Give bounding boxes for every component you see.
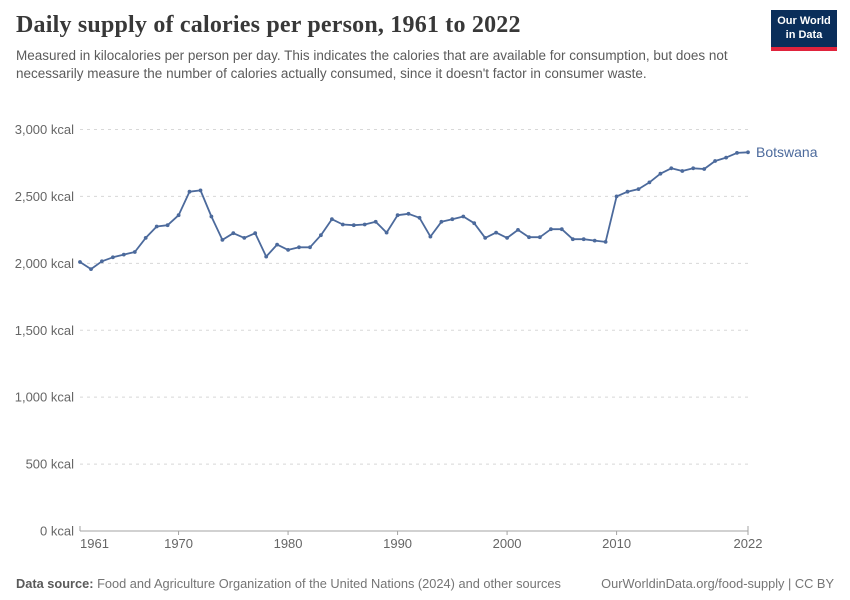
- data-point[interactable]: [154, 224, 159, 229]
- data-point[interactable]: [176, 213, 181, 218]
- y-tick-label: 2,000 kcal: [15, 256, 74, 271]
- data-point[interactable]: [625, 189, 630, 194]
- data-point[interactable]: [253, 231, 258, 236]
- data-point[interactable]: [351, 223, 356, 228]
- data-point[interactable]: [198, 188, 203, 193]
- data-point[interactable]: [362, 222, 367, 227]
- data-source-label: Data source:: [16, 576, 94, 591]
- data-point[interactable]: [384, 230, 389, 235]
- data-point[interactable]: [746, 150, 750, 155]
- data-point[interactable]: [527, 235, 531, 240]
- data-point[interactable]: [89, 267, 93, 271]
- data-point[interactable]: [472, 221, 477, 226]
- data-source-note: Data source: Food and Agriculture Organi…: [16, 576, 561, 591]
- y-tick-label: 3,000 kcal: [15, 122, 74, 137]
- data-point[interactable]: [647, 180, 652, 185]
- data-point[interactable]: [231, 231, 236, 236]
- x-tick-label: 1980: [274, 536, 303, 551]
- owid-logo-line2: in Data: [785, 28, 823, 41]
- data-point[interactable]: [461, 214, 466, 219]
- owid-logo-line1: Our World: [777, 15, 831, 27]
- series-label-botswana[interactable]: Botswana: [756, 144, 818, 160]
- y-tick-label: 1,000 kcal: [15, 390, 74, 405]
- data-point[interactable]: [111, 255, 115, 260]
- x-tick-label: 1961: [80, 536, 109, 551]
- data-point[interactable]: [559, 227, 564, 232]
- data-point[interactable]: [100, 259, 104, 264]
- data-point[interactable]: [505, 236, 509, 240]
- data-point[interactable]: [143, 236, 148, 240]
- data-point[interactable]: [581, 237, 586, 242]
- data-point[interactable]: [636, 187, 641, 192]
- data-point[interactable]: [658, 171, 663, 176]
- data-point[interactable]: [406, 211, 411, 216]
- data-point[interactable]: [691, 166, 696, 171]
- data-point[interactable]: [220, 238, 225, 242]
- data-point[interactable]: [297, 245, 301, 250]
- chart-header: Daily supply of calories per person, 196…: [16, 12, 766, 83]
- x-tick-label: 2000: [493, 536, 522, 551]
- x-tick-label: 1970: [164, 536, 193, 551]
- data-point[interactable]: [308, 245, 312, 250]
- data-source-text: Food and Agriculture Organization of the…: [93, 576, 561, 591]
- data-point[interactable]: [494, 230, 498, 235]
- data-point[interactable]: [680, 169, 685, 173]
- owid-logo[interactable]: Our World in Data: [771, 10, 837, 51]
- data-point[interactable]: [132, 250, 137, 254]
- x-tick-label: 1990: [383, 536, 412, 551]
- data-point[interactable]: [450, 217, 455, 222]
- data-line-botswana[interactable]: [79, 151, 749, 270]
- data-point[interactable]: [78, 260, 82, 264]
- data-point[interactable]: [702, 167, 707, 171]
- data-point[interactable]: [330, 217, 334, 222]
- data-point[interactable]: [121, 252, 126, 257]
- chart-footer: Data source: Food and Agriculture Organi…: [16, 576, 834, 591]
- data-point[interactable]: [264, 254, 269, 259]
- x-tick-label: 2010: [602, 536, 631, 551]
- y-tick-label: 2,500 kcal: [15, 189, 74, 204]
- data-point[interactable]: [187, 189, 192, 194]
- data-point[interactable]: [603, 240, 608, 244]
- y-tick-label: 0 kcal: [40, 524, 74, 539]
- x-tick-label: 2022: [734, 536, 763, 551]
- data-point[interactable]: [165, 223, 170, 228]
- data-point[interactable]: [669, 166, 674, 171]
- chart-title: Daily supply of calories per person, 196…: [16, 12, 521, 38]
- data-point[interactable]: [735, 151, 739, 155]
- data-point[interactable]: [570, 237, 575, 242]
- data-point[interactable]: [516, 228, 520, 232]
- data-point[interactable]: [395, 213, 400, 218]
- data-point[interactable]: [209, 214, 214, 219]
- data-point[interactable]: [439, 219, 444, 224]
- data-point[interactable]: [614, 194, 619, 199]
- data-point[interactable]: [373, 219, 378, 224]
- data-point[interactable]: [319, 233, 323, 238]
- y-tick-label: 1,500 kcal: [15, 323, 74, 338]
- data-point[interactable]: [713, 159, 717, 163]
- owid-credit-link[interactable]: OurWorldinData.org/food-supply | CC BY: [601, 576, 834, 591]
- data-point[interactable]: [242, 236, 247, 240]
- data-point[interactable]: [428, 234, 433, 239]
- data-point[interactable]: [286, 248, 290, 252]
- y-tick-label: 500 kcal: [26, 457, 75, 472]
- data-point[interactable]: [549, 227, 553, 232]
- data-point[interactable]: [340, 222, 345, 227]
- data-point[interactable]: [483, 236, 488, 240]
- data-point[interactable]: [417, 215, 422, 220]
- chart-subtitle: Measured in kilocalories per person per …: [16, 48, 728, 81]
- data-point[interactable]: [275, 242, 279, 247]
- data-point[interactable]: [592, 238, 597, 243]
- data-point[interactable]: [724, 155, 728, 160]
- data-point[interactable]: [538, 235, 542, 240]
